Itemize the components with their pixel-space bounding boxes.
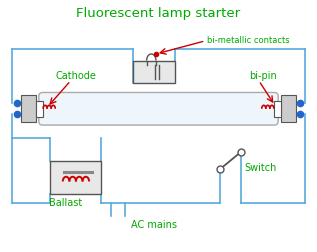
Bar: [50, 161, 101, 194]
Text: Fluorescent lamp starter: Fluorescent lamp starter: [76, 7, 241, 20]
Bar: [21, 96, 36, 122]
Bar: [274, 101, 281, 117]
Bar: [133, 61, 175, 83]
Bar: [281, 96, 296, 122]
Text: Cathode: Cathode: [55, 71, 96, 81]
Text: bi-pin: bi-pin: [249, 71, 277, 81]
FancyBboxPatch shape: [39, 92, 278, 125]
Bar: [36, 101, 43, 117]
Text: AC mains: AC mains: [131, 220, 177, 230]
Text: bi-metallic contacts: bi-metallic contacts: [207, 36, 290, 45]
Text: Switch: Switch: [245, 163, 277, 173]
Text: Ballast: Ballast: [49, 198, 83, 208]
